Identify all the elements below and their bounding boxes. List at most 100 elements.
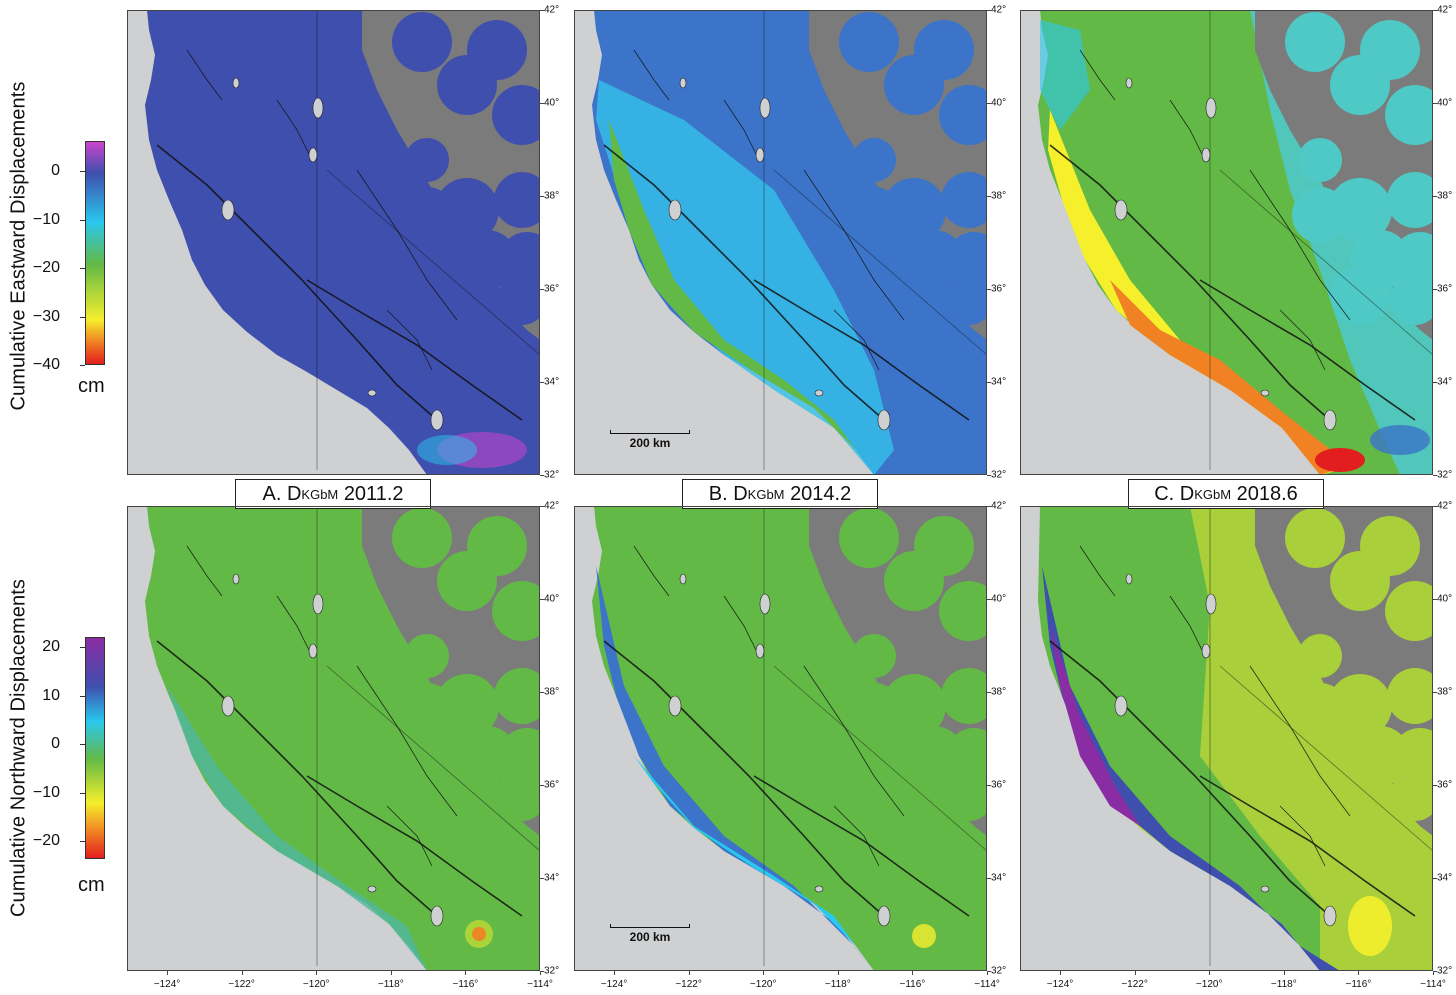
latitude-tick <box>540 382 544 383</box>
latitude-tick <box>1433 289 1437 290</box>
longitude-label: −116° <box>452 979 479 990</box>
colorbar-northward-unit: cm <box>78 874 105 896</box>
longitude-tick <box>688 971 690 975</box>
latitude-label: 38° <box>991 190 1007 202</box>
latitude-label: 32° <box>544 469 560 481</box>
longitude-tick <box>912 971 914 975</box>
latitude-label: 40° <box>1437 97 1453 109</box>
latitude-label: 32° <box>1437 965 1453 977</box>
longitude-tick <box>167 971 168 975</box>
longitude-label: −118° <box>1270 979 1297 990</box>
longitude-label: −118° <box>824 979 851 990</box>
longitude-tick <box>1209 971 1211 975</box>
colorbar-northward-tick-mark <box>80 841 85 842</box>
latitude-tick <box>540 878 544 879</box>
latitude-tick <box>1433 971 1437 972</box>
longitude-label: −116° <box>1345 979 1372 990</box>
longitude-tick <box>1134 971 1136 975</box>
latitude-tick <box>987 382 991 383</box>
latitude-tick <box>1433 785 1437 786</box>
latitude-label: 42° <box>1437 4 1453 16</box>
latitude-tick <box>540 10 544 11</box>
longitude-tick <box>390 971 392 975</box>
longitude-tick <box>1283 971 1285 975</box>
latitude-tick <box>540 971 544 972</box>
latitude-tick <box>987 506 991 507</box>
latitude-tick <box>1433 878 1437 879</box>
latitude-tick <box>1433 103 1437 104</box>
longitude-label: −120° <box>302 979 330 990</box>
latitude-tick <box>987 785 991 786</box>
latitude-label: 38° <box>544 190 560 202</box>
latitude-label: 36° <box>544 283 560 295</box>
latitude-label: 38° <box>544 686 560 698</box>
latitude-tick <box>987 103 991 104</box>
latitude-label: 34° <box>991 376 1007 388</box>
longitude-label: −124° <box>600 979 628 990</box>
latitude-tick <box>540 103 544 104</box>
latitude-label: 32° <box>544 965 560 977</box>
longitude-tick <box>987 971 988 975</box>
longitude-tick <box>316 971 318 975</box>
latitude-tick <box>987 692 991 693</box>
latitude-label: 38° <box>991 686 1007 698</box>
latitude-label: 40° <box>1437 593 1453 605</box>
colorbar-eastward-tick-mark <box>80 219 85 221</box>
longitude-label: −124° <box>153 979 181 990</box>
latitude-tick <box>1433 382 1437 383</box>
latitude-label: 34° <box>1437 872 1453 884</box>
latitude-tick <box>540 785 544 786</box>
longitude-tick <box>763 971 765 975</box>
longitude-label: −114° <box>527 979 553 990</box>
longitude-tick <box>1060 971 1061 975</box>
latitude-tick <box>540 599 544 600</box>
latitude-label: 34° <box>544 376 560 388</box>
latitude-tick <box>1433 506 1437 507</box>
longitude-label: −122° <box>675 979 702 990</box>
scale-bar-top-label: 200 km <box>629 436 671 450</box>
latitude-tick <box>1433 10 1437 11</box>
colorbar-eastward-tick-label: −10 <box>32 210 60 228</box>
latitude-label: 34° <box>991 872 1007 884</box>
latitude-tick <box>987 475 991 476</box>
latitude-tick <box>540 196 544 197</box>
map-panel-a-eastward <box>127 10 540 475</box>
colorbar-northward-tick-label: −10 <box>32 783 60 801</box>
longitude-label: −120° <box>749 979 777 990</box>
latitude-label: 36° <box>544 779 560 791</box>
longitude-label: −122° <box>228 979 255 990</box>
colorbar-northward <box>85 637 105 859</box>
latitude-tick <box>987 10 991 11</box>
longitude-label: −116° <box>899 979 926 990</box>
colorbar-eastward-tick-label: 0 <box>51 162 60 179</box>
colorbar-northward-tick-label: 10 <box>42 686 60 704</box>
latitude-tick <box>1433 475 1437 476</box>
colorbar-northward-tick-label: 20 <box>42 638 60 655</box>
latitude-label: 40° <box>991 97 1007 109</box>
colorbar-eastward-tick-mark <box>80 268 85 269</box>
latitude-label: 40° <box>544 97 560 109</box>
colorbar-eastward-unit: cm <box>78 375 105 397</box>
map-panel-c-eastward <box>1020 10 1433 475</box>
latitude-label: 42° <box>991 500 1007 512</box>
longitude-tick <box>837 971 839 975</box>
longitude-tick <box>614 971 615 975</box>
latitude-label: 32° <box>991 965 1007 977</box>
colorbar-northward-tick-mark <box>80 647 85 648</box>
latitude-tick <box>987 196 991 197</box>
latitude-label: 32° <box>1437 469 1453 481</box>
colorbar-eastward-tick-mark <box>80 316 85 318</box>
latitude-label: 34° <box>1437 376 1453 388</box>
latitude-label: 42° <box>1437 500 1453 512</box>
colorbar-eastward-tick-mark <box>80 365 85 366</box>
latitude-tick <box>540 289 544 290</box>
colorbar-northward-tick-mark <box>80 792 85 794</box>
map-panel-c-northward <box>1020 506 1433 971</box>
map-panel-b-northward <box>574 506 987 971</box>
latitude-label: 40° <box>544 593 560 605</box>
longitude-label: −114° <box>1420 979 1446 990</box>
colorbar-northward-tick-label: −20 <box>32 832 60 849</box>
longitude-label: −114° <box>974 979 1000 990</box>
latitude-label: 42° <box>544 4 560 16</box>
scale-bar-bottom-label: 200 km <box>629 930 671 944</box>
